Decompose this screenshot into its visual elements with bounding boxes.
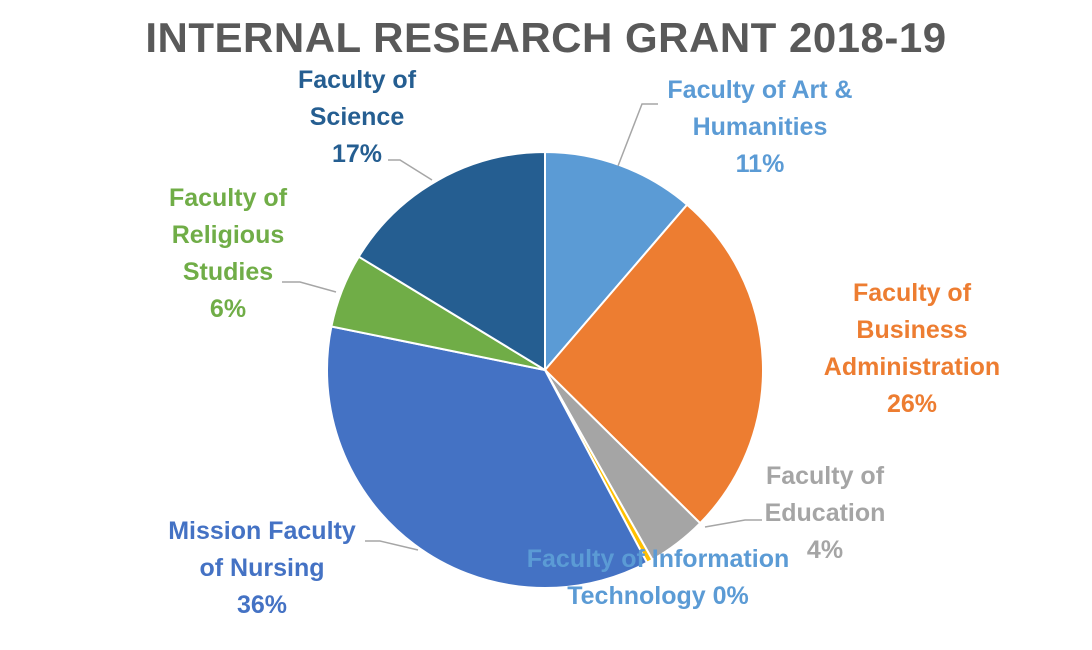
slice-label: Faculty of Education 4% (765, 462, 886, 564)
leader-line (704, 519, 762, 528)
slice-label: Faculty of Science 17% (298, 66, 417, 168)
slice-label: Faculty of Business Administration 26% (824, 279, 1000, 418)
chart-title: INTERNAL RESEARCH GRANT 2018-19 (145, 14, 947, 61)
pie-slice (326, 325, 649, 589)
leader-line (388, 159, 433, 181)
leader-line (282, 281, 337, 293)
leader-line (617, 103, 658, 167)
pie-slice (544, 150, 689, 373)
pie-slice (357, 150, 546, 372)
pie-slice (543, 203, 764, 525)
slice-label: Faculty of Religious Studies 6% (169, 184, 288, 323)
slice-label: Faculty of Art & Humanities 11% (667, 76, 852, 178)
slice-label: Faculty of Information Technology 0% (527, 545, 790, 610)
slice-label: Mission Faculty of Nursing 36% (168, 517, 356, 619)
leader-line (365, 540, 419, 551)
